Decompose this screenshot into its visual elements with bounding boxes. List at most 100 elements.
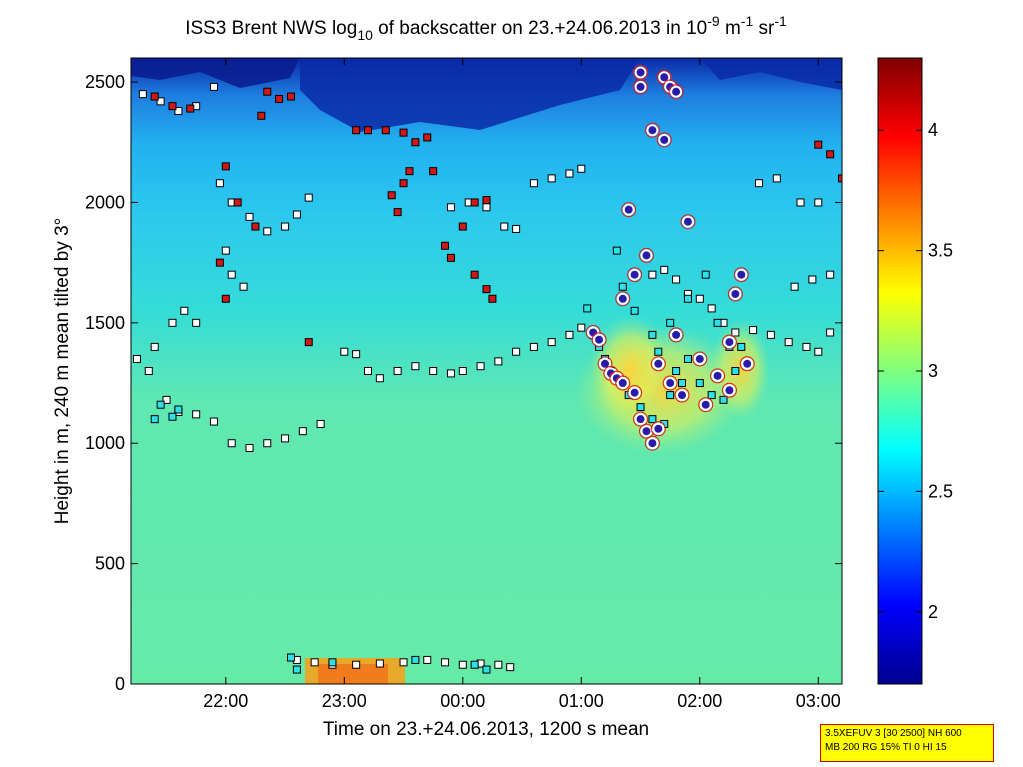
data-point-halo: [721, 334, 737, 350]
data-point: [802, 342, 811, 351]
data-point: [446, 203, 455, 212]
data-point: [245, 444, 254, 453]
data-point: [470, 198, 479, 207]
data-point-halo: [650, 356, 666, 372]
data-point-halo: [727, 286, 743, 302]
data-point: [482, 285, 491, 294]
data-point: [263, 227, 272, 236]
data-point: [316, 419, 325, 428]
y-tick-label: 1500: [85, 313, 125, 333]
data-point: [292, 210, 301, 219]
data-point-halo: [633, 411, 649, 427]
colorbar-tick-label: 2: [928, 602, 938, 622]
data-point: [693, 352, 706, 365]
data-point: [713, 318, 722, 327]
colorbar-tick-label: 3.5: [928, 241, 953, 261]
colorbar-axis: 2 2.5 3 3.5 4: [878, 120, 953, 622]
data-point-halo: [627, 267, 643, 283]
data-point: [672, 367, 681, 375]
y-tick-label: 500: [95, 554, 125, 574]
y-axis-label: Height in m, 240 m mean tilted by 3°: [52, 218, 73, 524]
data-point: [215, 179, 224, 188]
data-point: [723, 336, 736, 349]
data-point-halo: [668, 84, 684, 100]
data-point-halo: [739, 356, 755, 372]
data-point-halo: [698, 397, 714, 413]
data-point: [239, 282, 248, 291]
data-point-halo: [615, 375, 631, 391]
data-point: [168, 318, 177, 327]
data-point: [826, 150, 835, 159]
data-point: [658, 133, 671, 146]
data-point: [364, 367, 372, 375]
data-point: [227, 270, 236, 279]
data-point: [423, 655, 432, 664]
data-point: [701, 270, 710, 279]
data-point: [328, 658, 337, 667]
data-point: [286, 92, 295, 101]
data-point: [411, 138, 420, 147]
data-point: [636, 403, 645, 412]
data-point: [796, 198, 805, 207]
data-point: [411, 362, 420, 371]
info-line-2: MB 200 RG 15% TI 0 HI 15: [825, 742, 947, 753]
x-tick-label: 03:00: [796, 691, 841, 711]
data-point: [441, 658, 450, 667]
data-point: [156, 97, 165, 106]
data-point: [429, 167, 438, 176]
colorbar-tick-label: 3: [928, 361, 938, 381]
data-point: [275, 94, 284, 103]
data-point-halo: [627, 385, 643, 401]
data-point: [227, 439, 236, 448]
data-point: [458, 367, 467, 375]
x-tick-label: 22:00: [203, 691, 248, 711]
data-point: [583, 304, 592, 313]
data-point: [838, 174, 842, 183]
data-point-halo: [615, 291, 631, 307]
data-point: [670, 85, 683, 98]
data-point: [666, 391, 675, 400]
data-point: [719, 395, 728, 404]
data-point: [281, 434, 290, 443]
data-point: [375, 659, 384, 668]
colorbar-tick-label: 4: [928, 120, 938, 140]
y-tick-label: 0: [115, 674, 125, 694]
data-point: [678, 379, 687, 388]
data-point: [186, 104, 195, 113]
data-point: [150, 415, 159, 424]
data-point-halo: [656, 69, 672, 85]
data-point: [251, 222, 260, 231]
data-point: [676, 389, 689, 402]
data-point: [648, 270, 657, 279]
data-point: [387, 191, 396, 200]
x-tick-label: 01:00: [559, 691, 604, 711]
data-point: [364, 126, 372, 135]
data-point: [132, 354, 141, 363]
data-point: [616, 377, 629, 390]
data-point: [648, 330, 657, 339]
data-point: [654, 347, 663, 356]
data-point: [646, 124, 659, 137]
data-point: [741, 357, 754, 370]
data-point: [393, 367, 402, 375]
data-point: [683, 354, 692, 363]
data-point: [616, 292, 629, 305]
data-point: [506, 663, 515, 672]
data-point: [221, 246, 230, 255]
data-point: [168, 412, 177, 421]
data-point: [622, 203, 635, 216]
data-point: [529, 179, 538, 188]
data-point: [281, 222, 290, 231]
data-point: [286, 653, 295, 662]
data-point: [174, 405, 183, 414]
data-point: [660, 265, 669, 274]
data-point: [729, 287, 742, 300]
data-point: [393, 208, 402, 217]
data-point: [192, 410, 201, 419]
data-point: [814, 140, 823, 149]
data-point: [292, 665, 301, 674]
data-point: [749, 326, 758, 335]
data-point: [476, 362, 485, 371]
data-point: [310, 658, 319, 667]
data-point: [634, 66, 647, 79]
